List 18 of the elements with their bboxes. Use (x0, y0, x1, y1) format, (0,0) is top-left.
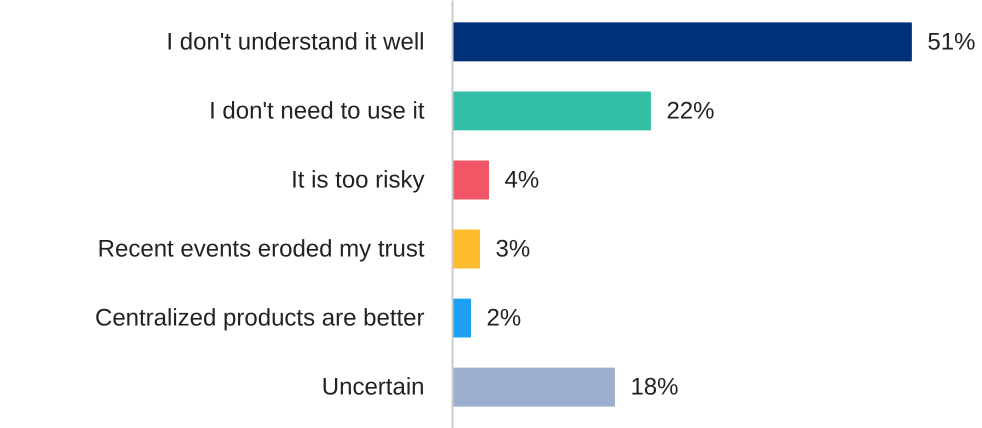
data-label: 51% (927, 28, 976, 56)
data-label: 18% (630, 374, 679, 401)
bar (452, 22, 912, 62)
data-label: 22% (666, 97, 714, 124)
y-tick-label: Centralized products are better (94, 304, 425, 332)
bar (452, 91, 651, 130)
y-tick-label: It is too risky (291, 166, 424, 194)
bar (452, 160, 489, 200)
y-tick-label: Uncertain (322, 374, 425, 401)
y-tick-label: Recent events eroded my trust (98, 236, 425, 263)
bar (452, 230, 480, 268)
data-label: 4% (504, 166, 540, 194)
data-label: 3% (495, 236, 530, 263)
y-tick-label: I don't need to use it (209, 97, 425, 124)
data-label: 2% (486, 304, 522, 332)
bar (452, 368, 615, 407)
y-tick-label: I don't understand it well (166, 28, 425, 56)
bar (452, 298, 471, 338)
